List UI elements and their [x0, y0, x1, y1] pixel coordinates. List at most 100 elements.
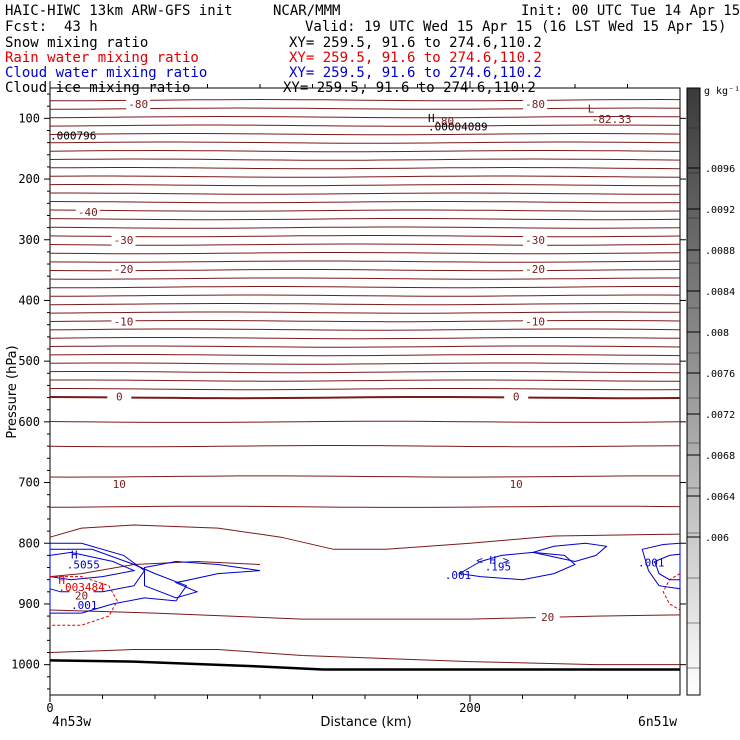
field-name-snow: Snow mixing ratio — [5, 35, 149, 51]
isotherm — [49, 328, 681, 331]
contour-label-bg — [111, 315, 136, 328]
field-name-cloud-water: Cloud water mixing ratio — [5, 65, 208, 81]
y-axis-label: Pressure (hPa) — [5, 345, 20, 438]
colorbar-tick-label: .0084 — [705, 287, 735, 298]
contour-label-bg — [504, 477, 529, 490]
contour-label-bg — [107, 477, 132, 490]
isotherm-label: 0 — [513, 391, 520, 404]
y-tick-label: 400 — [18, 293, 40, 307]
isotherm — [49, 420, 681, 423]
colorbar-tick-label: .006 — [705, 533, 729, 544]
isotherm — [49, 311, 681, 314]
colorbar-tick-label: .0064 — [705, 492, 735, 503]
contour-label-bg — [504, 390, 529, 403]
extremum-label: .5055 — [67, 559, 100, 572]
extremum-label: L — [588, 102, 595, 115]
center-name: NCAR/MMM — [273, 3, 341, 19]
colorbar-tick-label: .0072 — [705, 410, 735, 421]
isotherm — [50, 192, 680, 195]
rain-water-contour — [662, 573, 681, 611]
isotherm — [50, 388, 681, 391]
isotherm-label: 20 — [75, 590, 88, 603]
isotherm — [49, 320, 681, 323]
field-xy-cloud-water: XY= 259.5, 91.6 to 274.6,110.2 — [289, 65, 542, 81]
contour-label-bg — [523, 315, 548, 328]
colorbar-tick-label: .0088 — [705, 246, 735, 257]
isotherm — [49, 158, 681, 161]
isotherm — [49, 252, 681, 255]
isotherm — [49, 260, 681, 263]
isotherm — [49, 218, 681, 221]
isotherm — [49, 371, 681, 374]
y-tick-label: 300 — [18, 233, 40, 247]
contour-label-bg — [75, 206, 100, 219]
isotherm-label: 10 — [510, 478, 523, 491]
isotherm — [49, 235, 681, 238]
y-tick-label: 600 — [18, 415, 40, 429]
colorbar-tick-label: .0068 — [705, 451, 735, 462]
cloud-water-contour — [144, 560, 261, 599]
colorbar-units: g kg⁻¹ — [704, 86, 740, 97]
colorbar-tick-label: .0092 — [705, 205, 735, 216]
left-endpoint: 4n53w — [52, 715, 91, 730]
contour-label-bg — [69, 589, 94, 602]
extremum-label: .00004089 — [428, 120, 488, 133]
isotherm — [49, 362, 681, 365]
init-time: Init: 00 UTC Tue 14 Apr 15 — [521, 3, 740, 19]
ground-surface — [49, 659, 680, 671]
isotherm — [49, 184, 680, 187]
isotherm-label: -10 — [114, 315, 134, 328]
plot-frame — [49, 87, 681, 696]
extremum-label: .001 — [71, 599, 98, 612]
isotherm — [49, 345, 681, 348]
isotherm-label: -20 — [525, 263, 545, 276]
colorbar-tick-label: .0076 — [705, 369, 735, 380]
extremum-label: .001 — [445, 569, 472, 582]
rain-water-contour — [50, 576, 118, 626]
isotherm-low — [49, 649, 680, 666]
isotherm — [49, 277, 680, 280]
cloud-water-contour — [532, 542, 608, 563]
field-xy-rain: XY= 259.5, 91.6 to 274.6,110.2 — [289, 50, 542, 66]
isotherm — [49, 124, 681, 127]
model-title: HAIC-HIWC 13km ARW-GFS init — [5, 3, 233, 19]
right-endpoint: 6n51w — [638, 715, 677, 730]
contour-label-bg — [523, 263, 548, 276]
isotherm-label: 10 — [113, 478, 126, 491]
isotherm-label: -40 — [78, 206, 98, 219]
contour-label-bg — [111, 233, 136, 246]
contour-label-bg — [535, 610, 560, 623]
contour-label-bg — [523, 97, 548, 110]
cloud-water-contour — [49, 551, 136, 581]
x-tick-label: 0 — [46, 701, 53, 715]
isotherm — [49, 209, 681, 212]
x-tick-label: 200 — [459, 701, 481, 715]
isotherm — [49, 226, 681, 229]
isotherm — [50, 379, 680, 382]
isotherm — [49, 396, 681, 400]
isotherm — [49, 505, 681, 508]
isotherm — [49, 115, 681, 119]
isotherm — [49, 354, 681, 357]
x-axis-label: Distance (km) — [320, 715, 411, 730]
isotherm — [49, 141, 681, 144]
contour-label-bg — [126, 97, 151, 110]
field-xy-snow: XY= 259.5, 91.6 to 274.6,110.2 — [289, 35, 542, 51]
isotherm — [49, 475, 680, 478]
colorbar-tick-label: .008 — [705, 328, 729, 339]
cloud-water-contour — [641, 542, 681, 590]
extremum-label: .195 — [485, 561, 512, 574]
isotherm — [50, 294, 681, 297]
cloud-water-contour — [458, 551, 576, 581]
colorbar — [686, 87, 701, 696]
extremum-label: .000796 — [50, 130, 96, 143]
field-name-rain: Rain water mixing ratio — [5, 50, 199, 66]
valid-time: Valid: 19 UTC Wed 15 Apr 15 (16 LST Wed … — [305, 19, 727, 35]
extremum-label: -80 — [434, 115, 454, 128]
cloud-water-contour — [49, 548, 188, 614]
isotherm — [49, 337, 681, 340]
y-tick-label: 100 — [18, 111, 40, 125]
isotherm — [50, 107, 681, 110]
isotherm — [50, 286, 680, 289]
